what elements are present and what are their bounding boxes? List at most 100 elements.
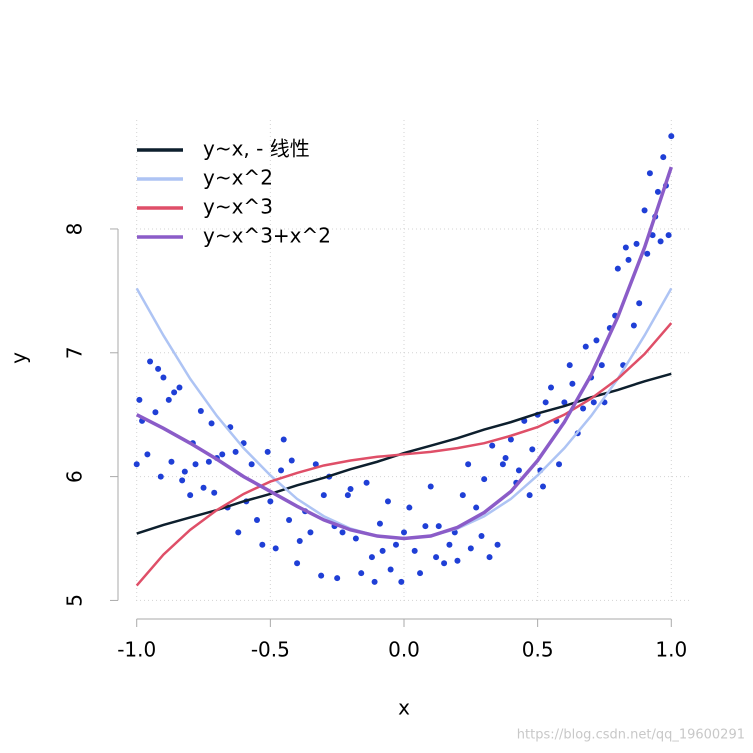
point: [481, 476, 488, 483]
point: [296, 537, 303, 544]
point: [334, 575, 341, 582]
point: [499, 461, 506, 468]
point: [654, 188, 661, 195]
point: [352, 535, 359, 542]
legend-label: y~x^2: [203, 166, 273, 190]
point: [155, 365, 162, 372]
point: [384, 498, 391, 505]
watermark: https://blog.csdn.net/qq_19600291: [517, 728, 745, 743]
point: [494, 541, 501, 548]
point: [641, 207, 648, 214]
point: [200, 484, 207, 491]
point: [288, 457, 295, 464]
x-tick-label: 0.0: [388, 638, 420, 662]
point: [598, 362, 605, 369]
point: [165, 396, 172, 403]
x-tick-label: 1.0: [655, 638, 687, 662]
point: [401, 529, 407, 536]
point: [569, 380, 576, 387]
line: [135, 166, 673, 541]
point: [264, 448, 271, 455]
point: [515, 467, 522, 474]
point: [181, 468, 188, 475]
point: [320, 492, 327, 499]
point: [160, 374, 167, 381]
point: [147, 358, 154, 365]
point: [625, 256, 632, 263]
point: [630, 322, 637, 329]
point: [197, 407, 204, 414]
point: [465, 461, 472, 468]
point: [473, 504, 480, 511]
point: [454, 557, 461, 564]
point: [278, 467, 285, 474]
point: [633, 240, 640, 247]
point: [446, 541, 453, 548]
point: [622, 244, 629, 251]
point: [280, 436, 287, 443]
point: [168, 458, 175, 465]
point: [636, 300, 643, 307]
point: [435, 523, 442, 530]
point: [507, 436, 514, 443]
x-axis-label: x: [398, 696, 410, 720]
point: [668, 133, 675, 140]
point: [417, 570, 424, 577]
point: [294, 560, 301, 567]
point: [312, 461, 319, 468]
point: [411, 547, 418, 554]
point: [529, 446, 536, 453]
point: [486, 554, 493, 561]
point: [235, 529, 242, 536]
point: [646, 170, 653, 177]
point: [548, 384, 555, 391]
point: [211, 489, 218, 496]
point: [660, 154, 667, 161]
point: [657, 238, 664, 245]
point: [179, 477, 186, 484]
point: [392, 541, 399, 548]
x-tick-label: -0.5: [251, 638, 290, 662]
point: [272, 545, 279, 552]
y-tick-label: 5: [63, 594, 87, 607]
x-tick-label: -1.0: [117, 638, 156, 662]
point: [358, 570, 365, 577]
point: [286, 516, 293, 523]
point: [526, 492, 533, 499]
point: [649, 232, 656, 239]
point: [144, 451, 151, 458]
point: [379, 547, 386, 554]
point: [208, 420, 215, 427]
point: [232, 448, 239, 455]
point: [307, 529, 314, 536]
point: [590, 399, 597, 406]
point: [489, 442, 496, 449]
point: [219, 451, 226, 458]
point: [376, 520, 383, 527]
point: [561, 399, 568, 406]
legend-label: y~x, - 线性: [203, 137, 310, 161]
point: [368, 554, 375, 561]
point: [259, 541, 266, 548]
point: [248, 461, 255, 468]
point: [441, 560, 448, 567]
point: [339, 529, 346, 536]
y-tick-label: 6: [63, 470, 87, 483]
point: [580, 405, 587, 412]
point: [433, 554, 440, 561]
point: [644, 250, 651, 257]
legend-label: y~x^3: [203, 195, 273, 219]
point: [614, 265, 621, 272]
point: [539, 483, 546, 490]
point: [427, 483, 434, 490]
point: [422, 523, 429, 530]
point: [665, 232, 672, 239]
point: [318, 572, 325, 579]
legend-label: y~x^3+x^2: [203, 224, 331, 248]
line: [135, 322, 673, 587]
point: [371, 578, 378, 585]
point: [267, 498, 274, 505]
point: [171, 389, 178, 396]
point: [344, 492, 351, 499]
